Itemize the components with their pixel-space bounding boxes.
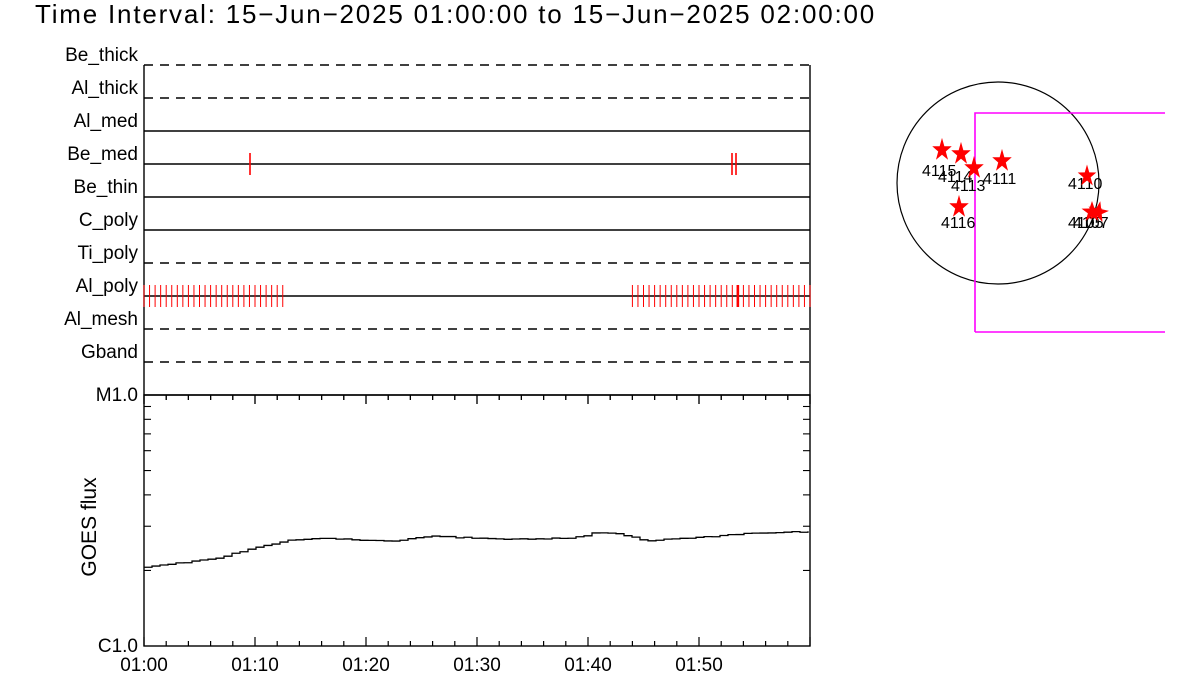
svg-text:Al_thick: Al_thick: [71, 78, 138, 99]
svg-text:Be_thick: Be_thick: [65, 45, 138, 66]
svg-text:Be_thin: Be_thin: [74, 177, 138, 198]
svg-text:4111: 4111: [983, 171, 1016, 188]
svg-text:4107: 4107: [1073, 215, 1109, 232]
svg-text:Ti_poly: Ti_poly: [77, 243, 138, 264]
svg-text:01:30: 01:30: [453, 655, 501, 676]
svg-text:Time Interval: 15−Jun−2025 01:: Time Interval: 15−Jun−2025 01:00:00 to 1…: [35, 0, 876, 29]
svg-text:Be_med: Be_med: [67, 144, 138, 165]
svg-text:01:10: 01:10: [231, 655, 279, 676]
svg-text:GOES flux: GOES flux: [78, 477, 101, 577]
svg-text:C_poly: C_poly: [79, 210, 139, 231]
svg-text:Al_poly: Al_poly: [76, 276, 139, 297]
svg-text:4116: 4116: [941, 215, 976, 232]
svg-text:4113: 4113: [951, 178, 986, 195]
svg-text:01:20: 01:20: [342, 655, 390, 676]
svg-text:01:00: 01:00: [120, 655, 168, 676]
svg-text:Gband: Gband: [81, 342, 138, 363]
svg-text:C1.0: C1.0: [98, 636, 138, 657]
svg-text:Al_mesh: Al_mesh: [64, 309, 138, 330]
svg-text:Al_med: Al_med: [74, 111, 138, 132]
svg-text:01:40: 01:40: [564, 655, 612, 676]
svg-text:01:50: 01:50: [675, 655, 723, 676]
svg-text:M1.0: M1.0: [96, 385, 138, 406]
